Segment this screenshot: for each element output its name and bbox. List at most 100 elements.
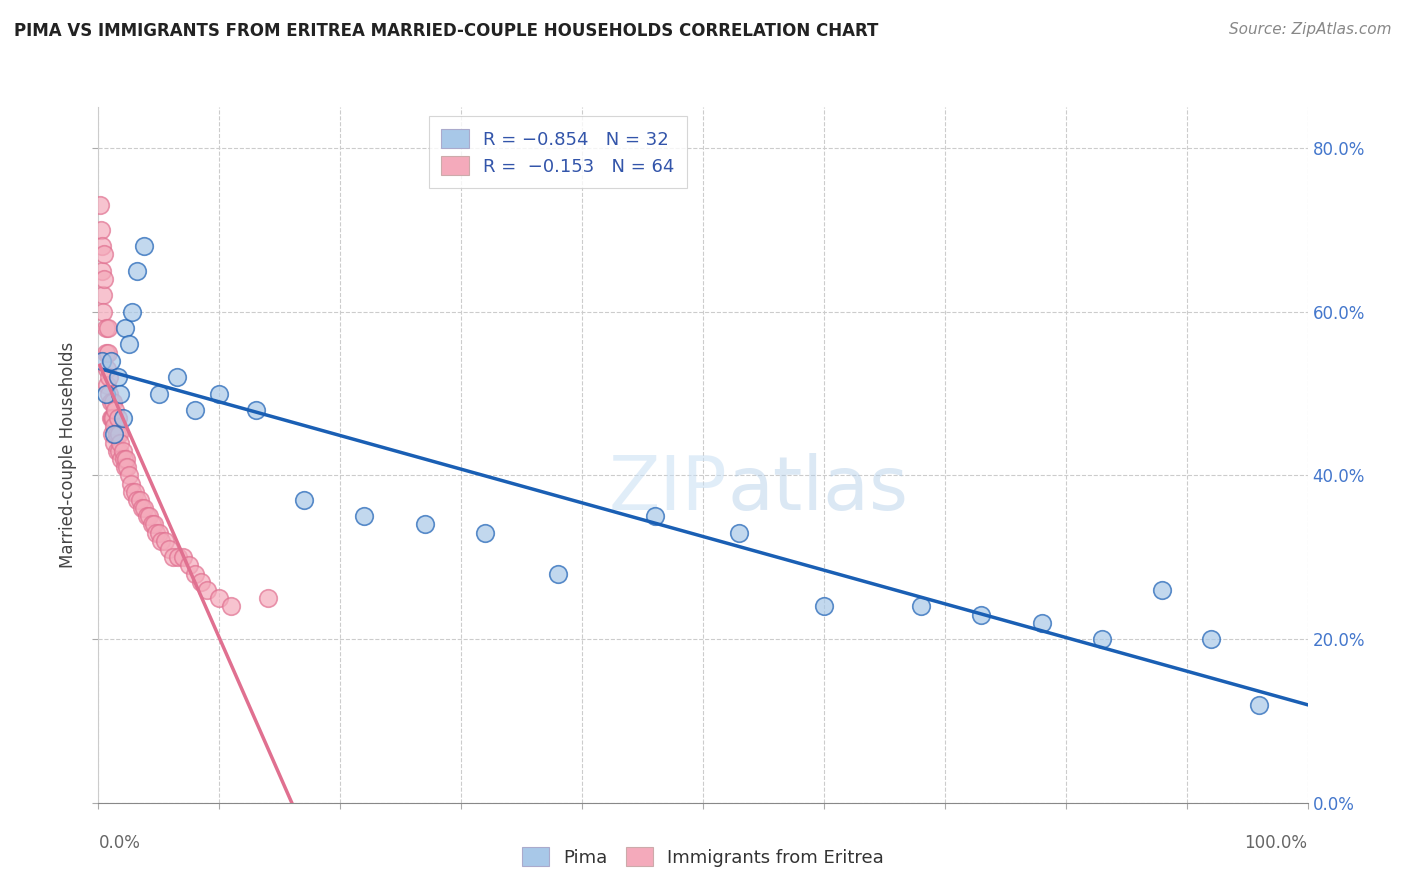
Point — [970, 607, 993, 622]
Legend: Pima, Immigrants from Eritrea: Pima, Immigrants from Eritrea — [515, 839, 891, 874]
Point — [1199, 632, 1222, 646]
Point — [100, 411, 122, 425]
Point — [728, 525, 751, 540]
Point — [100, 411, 122, 425]
Point — [547, 566, 569, 581]
Point — [157, 542, 180, 557]
Point — [195, 582, 218, 597]
Text: 0.0%: 0.0% — [98, 834, 141, 852]
Point — [910, 599, 932, 614]
Point — [134, 501, 156, 516]
Point — [148, 386, 170, 401]
Point — [127, 492, 149, 507]
Text: 100.0%: 100.0% — [1244, 834, 1308, 852]
Point — [97, 345, 120, 359]
Point — [292, 492, 315, 507]
Text: PIMA VS IMMIGRANTS FROM ERITREA MARRIED-COUPLE HOUSEHOLDS CORRELATION CHART: PIMA VS IMMIGRANTS FROM ERITREA MARRIED-… — [14, 22, 879, 40]
Point — [474, 525, 496, 540]
Point — [1152, 582, 1174, 597]
Point — [148, 525, 170, 540]
Point — [141, 517, 163, 532]
Point — [107, 411, 129, 425]
Point — [121, 304, 143, 318]
Point — [96, 362, 118, 376]
Point — [221, 599, 243, 614]
Point — [184, 566, 207, 581]
Point — [131, 501, 153, 516]
Point — [107, 370, 129, 384]
Point — [413, 517, 436, 532]
Text: atlas: atlas — [727, 453, 908, 526]
Point — [117, 460, 139, 475]
Point — [108, 435, 131, 450]
Point — [103, 419, 125, 434]
Point — [208, 386, 231, 401]
Point — [98, 370, 121, 384]
Point — [190, 574, 212, 589]
Point — [91, 239, 114, 253]
Point — [121, 484, 143, 499]
Point — [105, 443, 128, 458]
Point — [103, 435, 125, 450]
Point — [103, 427, 125, 442]
Point — [167, 550, 190, 565]
Point — [644, 509, 666, 524]
Point — [94, 345, 117, 359]
Point — [245, 403, 267, 417]
Point — [1091, 632, 1114, 646]
Point — [127, 264, 149, 278]
Point — [110, 452, 132, 467]
Point — [90, 223, 112, 237]
Point — [98, 386, 121, 401]
Point — [135, 509, 157, 524]
Point — [118, 468, 141, 483]
Point — [256, 591, 278, 606]
Point — [111, 411, 134, 425]
Point — [100, 353, 122, 368]
Point — [124, 484, 146, 499]
Point — [105, 427, 128, 442]
Point — [184, 403, 207, 417]
Point — [166, 370, 188, 384]
Point — [89, 198, 111, 212]
Point — [100, 394, 122, 409]
Point — [91, 264, 114, 278]
Point — [138, 509, 160, 524]
Point — [91, 304, 114, 318]
Text: ZIP: ZIP — [609, 453, 727, 526]
Point — [114, 460, 136, 475]
Point — [96, 378, 118, 392]
Point — [128, 492, 150, 507]
Point — [1249, 698, 1271, 712]
Point — [145, 525, 167, 540]
Point — [104, 403, 127, 417]
Point — [94, 321, 117, 335]
Point — [208, 591, 231, 606]
Point — [813, 599, 835, 614]
Point — [118, 337, 141, 351]
Point — [112, 452, 135, 467]
Point — [120, 476, 142, 491]
Y-axis label: Married-couple Households: Married-couple Households — [59, 342, 77, 568]
Point — [1031, 615, 1053, 630]
Point — [101, 394, 124, 409]
Point — [134, 239, 156, 253]
Point — [162, 550, 184, 565]
Point — [108, 427, 131, 442]
Point — [179, 558, 201, 573]
Point — [115, 452, 138, 467]
Point — [153, 533, 176, 548]
Point — [114, 321, 136, 335]
Point — [91, 353, 114, 368]
Point — [111, 443, 134, 458]
Point — [143, 517, 166, 532]
Point — [172, 550, 194, 565]
Point — [101, 411, 124, 425]
Point — [93, 247, 115, 261]
Point — [108, 443, 131, 458]
Point — [100, 427, 122, 442]
Point — [108, 386, 131, 401]
Point — [93, 272, 115, 286]
Point — [97, 321, 120, 335]
Point — [353, 509, 375, 524]
